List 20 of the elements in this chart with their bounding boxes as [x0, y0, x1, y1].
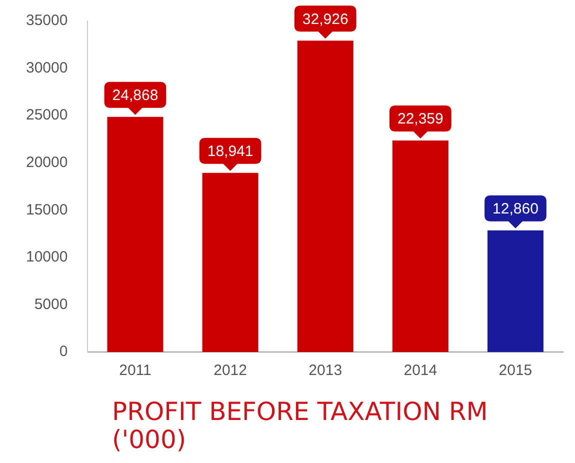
y-tick-label: 20000: [26, 154, 68, 171]
y-tick-label: 25000: [26, 106, 68, 124]
y-tick-label: 30000: [26, 59, 68, 76]
x-tick-label: 2012: [214, 362, 247, 380]
x-tick-label: 2011: [119, 362, 152, 380]
x-tick-label: 2015: [498, 362, 532, 380]
y-tick-label: 5000: [34, 296, 68, 313]
x-tick-label: 2014: [404, 362, 438, 380]
y-tick-label: 0: [59, 343, 68, 360]
data-label: 22,359: [397, 110, 444, 128]
data-label: 24,868: [112, 86, 158, 104]
y-tick-label: 15000: [26, 201, 68, 218]
data-label: 18,941: [207, 143, 254, 160]
text: PROFIT BEFORE TAXATION RM ('000): [112, 397, 489, 454]
data-label: 12,860: [492, 200, 538, 218]
x-tick-label: 2013: [308, 362, 342, 380]
bar: [392, 140, 448, 352]
y-tick-label: 35000: [26, 12, 68, 30]
data-label: 32,926: [302, 10, 348, 28]
y-tick-label: 10000: [26, 248, 68, 266]
